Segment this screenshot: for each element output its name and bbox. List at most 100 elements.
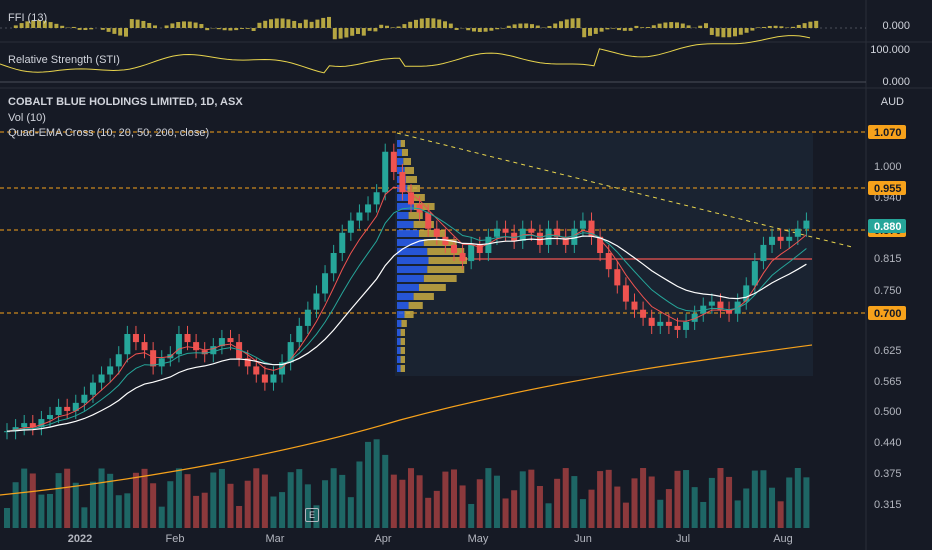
ffi-bar	[228, 28, 233, 31]
ffi-bar	[193, 22, 198, 28]
candle-body	[261, 374, 268, 383]
ffi-bar	[559, 21, 563, 28]
y-tick-label: 0.565	[874, 376, 902, 388]
candle-body	[365, 204, 372, 213]
ffi-bar	[327, 16, 331, 28]
earnings-badge[interactable]: E	[305, 508, 319, 522]
ema10-line	[6, 186, 807, 432]
ffi-bar	[663, 22, 668, 28]
vp-bar-gold	[418, 230, 446, 237]
ffi-bar	[425, 18, 430, 28]
candle-body	[193, 342, 200, 351]
candle-body	[98, 374, 105, 383]
y-tick-label: 0.315	[874, 499, 902, 511]
vp-bar-gold	[423, 275, 457, 282]
candle-body	[287, 342, 294, 363]
candle-body	[571, 228, 578, 245]
ffi-bar	[25, 21, 30, 28]
candle-body	[588, 220, 595, 237]
vol-label: Vol (10)	[8, 112, 46, 124]
level-badge	[868, 125, 906, 139]
currency-label: AUD	[880, 96, 904, 108]
ffi-bar	[54, 23, 59, 28]
ffi-bar	[553, 23, 558, 28]
candle-body	[296, 325, 303, 343]
vp-bar-blue	[397, 239, 424, 246]
volume-bar	[450, 469, 457, 528]
volume-bar	[270, 496, 277, 528]
volume-bar	[296, 469, 303, 528]
candle-body	[631, 301, 638, 310]
volume-bar	[734, 500, 741, 528]
volume-bar	[29, 473, 36, 528]
candle-body	[64, 406, 71, 411]
ffi-bar	[634, 25, 639, 28]
candle-body	[304, 309, 311, 326]
candle-body	[476, 244, 483, 253]
volume-bar	[425, 497, 432, 528]
ffi-bar	[657, 23, 662, 28]
candle-body	[803, 220, 810, 229]
volume-bar	[640, 468, 647, 528]
candle-body	[794, 228, 801, 237]
ffi-bar	[501, 28, 505, 29]
volume-bar	[726, 476, 733, 528]
ffi-bar	[356, 28, 360, 35]
volume-bar	[382, 454, 389, 528]
vp-bar-gold	[418, 284, 446, 291]
y-tick-label: 0.625	[874, 345, 902, 357]
candle-body	[21, 423, 28, 428]
ffi-bar	[89, 28, 94, 30]
ffi-bar	[680, 23, 685, 28]
ffi-bar	[419, 18, 424, 28]
volume-bar	[81, 507, 88, 528]
volume-bar	[433, 490, 440, 528]
level-badge	[868, 306, 906, 320]
candle-body	[399, 172, 406, 193]
ffi-bar	[756, 27, 761, 28]
ffi-bar	[338, 28, 343, 39]
volume-bar	[38, 494, 45, 528]
ffi-bar	[367, 28, 372, 31]
ffi-bar	[489, 28, 494, 31]
y-tick-label: 0.750	[874, 285, 902, 297]
candle-body	[579, 220, 586, 229]
volume-bar	[98, 468, 105, 528]
volume-bar	[777, 501, 784, 528]
candle-body	[683, 321, 690, 330]
vp-bar-blue	[397, 257, 429, 264]
volume-bar	[141, 468, 148, 528]
vp-bar-gold	[427, 266, 465, 273]
ffi-bar	[83, 28, 88, 31]
last-price-badge	[868, 219, 906, 233]
volume-bar	[167, 481, 174, 528]
volume-bar	[665, 489, 672, 528]
vp-bar-gold	[401, 320, 407, 327]
candle-body	[502, 228, 509, 233]
ffi-bar	[205, 28, 210, 31]
volume-bar	[313, 505, 320, 528]
volume-bar	[339, 474, 346, 528]
ffi-bar	[466, 28, 471, 31]
ffi-bar	[437, 19, 442, 28]
candle-body	[150, 350, 157, 367]
volume-bar	[700, 501, 707, 528]
volume-bar	[236, 505, 243, 528]
ffi-bar	[303, 19, 308, 28]
ffi-bar	[332, 28, 337, 40]
volume-bar	[218, 468, 225, 528]
vp-bar-gold	[400, 347, 405, 354]
volume-bar	[158, 506, 165, 528]
ffi-bar	[170, 23, 175, 28]
volume-bar	[743, 488, 750, 528]
volume-bar	[485, 468, 492, 528]
ffi-bar	[814, 20, 819, 28]
ffi-bar	[292, 20, 297, 28]
candle-body	[313, 293, 320, 310]
ffi-bar	[518, 23, 523, 28]
ffi-bar	[477, 28, 482, 32]
ffi-bar	[495, 28, 500, 30]
vp-bar-blue	[397, 248, 428, 255]
vp-bar-blue	[397, 347, 401, 354]
y-tick-label: 0.500	[874, 406, 902, 418]
